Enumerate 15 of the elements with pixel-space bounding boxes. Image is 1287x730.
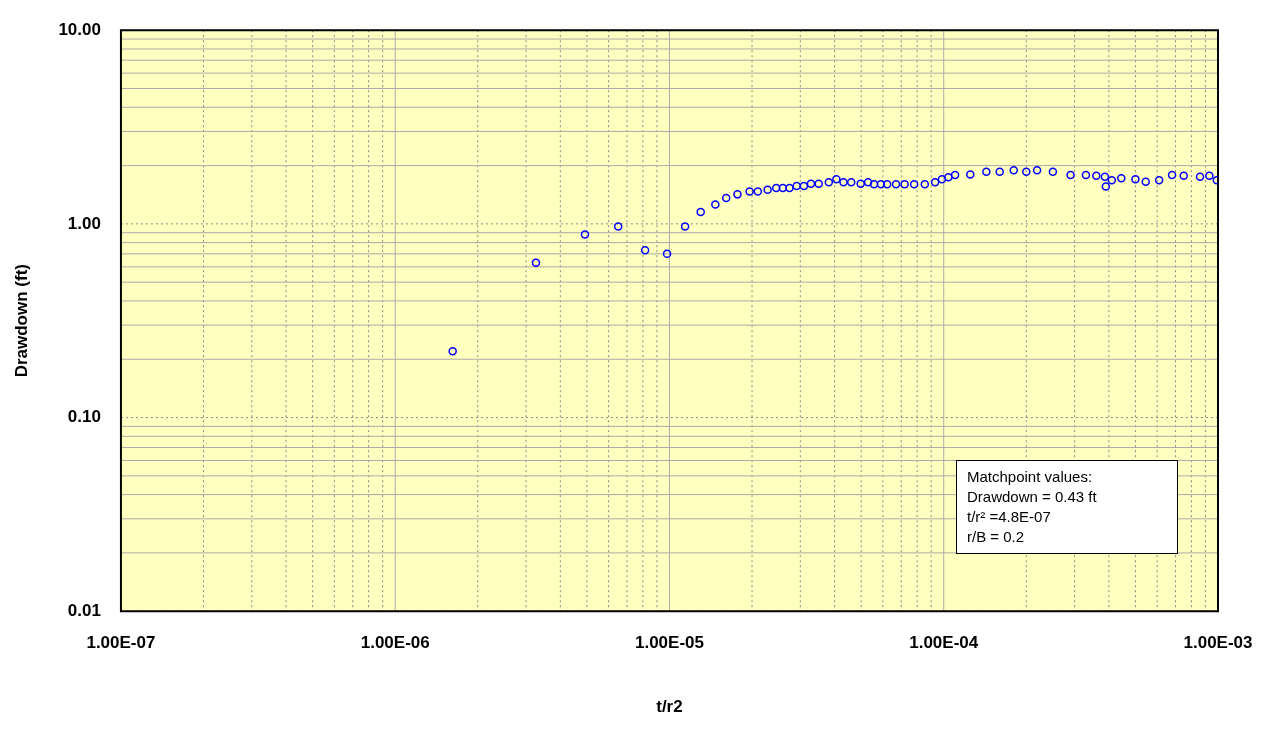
annotation: Drawdown = 0.43 ft	[967, 487, 1098, 507]
annotation: Matchpoint values:	[967, 467, 1094, 487]
x-tick-label: 1.00E-07	[86, 633, 156, 653]
annotation: t/r² =4.8E-07	[967, 507, 1052, 527]
y-tick-label: 0.10	[67, 407, 101, 427]
x-tick-label: 1.00E-06	[360, 633, 430, 653]
y-tick-label: 0.01	[67, 600, 101, 620]
x-axis-title: t/r2	[656, 697, 683, 717]
x-tick-label: 1.00E-05	[634, 633, 704, 653]
x-tick-label: 1.00E-04	[909, 633, 979, 653]
y-tick-label: 10.00	[58, 19, 101, 39]
x-tick-label: 1.00E-03	[1183, 633, 1253, 653]
y-axis-title: Drawdown (ft)	[11, 264, 31, 378]
y-tick-label: 1.00	[67, 213, 101, 233]
annotation: r/B = 0.2	[967, 527, 1026, 547]
